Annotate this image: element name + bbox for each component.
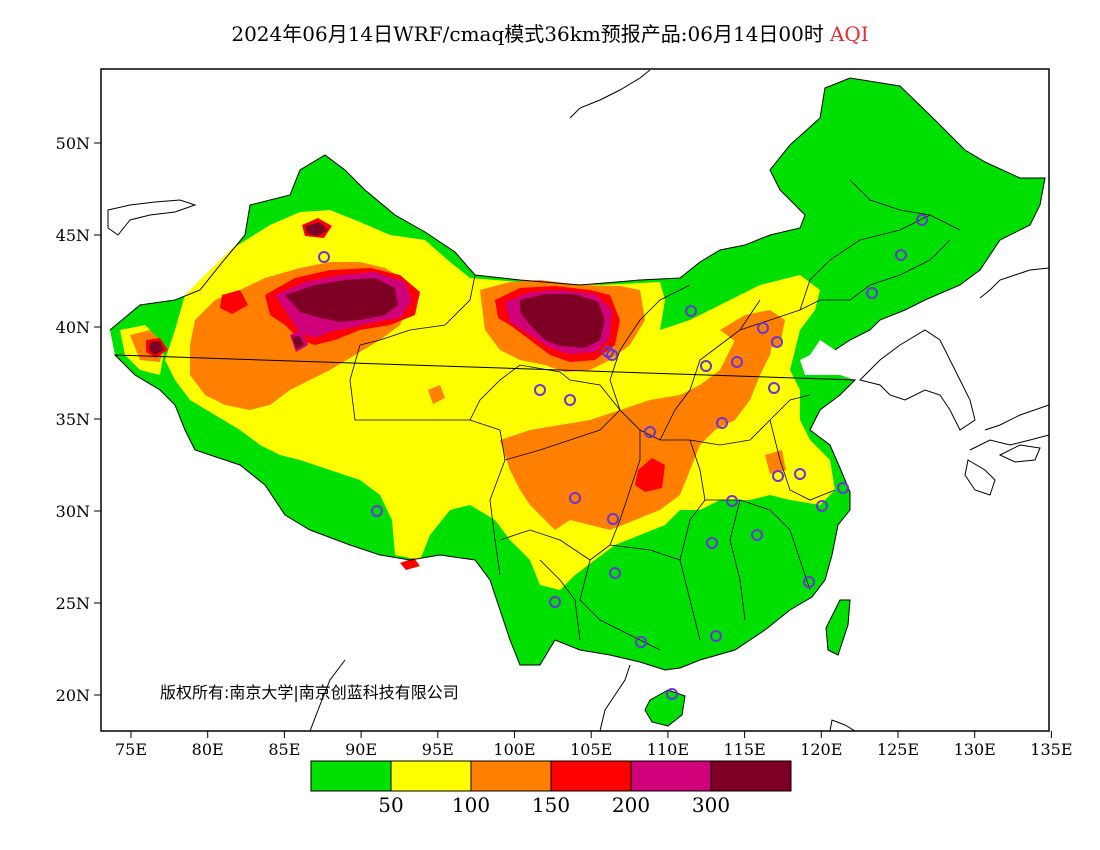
lat-tick-label: 20N bbox=[56, 686, 90, 705]
station-marker bbox=[837, 482, 849, 494]
aqi-region-hazardous-spot-b bbox=[149, 341, 164, 355]
station-marker bbox=[318, 251, 330, 263]
station-marker bbox=[534, 384, 546, 396]
province-boundaries bbox=[349, 179, 961, 651]
aqi-region-hazardous-innermongolia bbox=[520, 294, 605, 348]
lat-tick-label: 25N bbox=[56, 594, 90, 613]
aqi-region-hazardous-spot-c bbox=[292, 336, 304, 349]
aqi-region-hazardous-xinjiang bbox=[285, 278, 398, 322]
station-marker bbox=[706, 537, 718, 549]
station-marker bbox=[607, 513, 619, 525]
coastline-korea-japan bbox=[859, 267, 1049, 496]
station-marker bbox=[866, 287, 878, 299]
title-product: AQI bbox=[829, 22, 869, 46]
station-marker bbox=[772, 470, 784, 482]
lon-tick-label: 85E bbox=[268, 740, 300, 759]
lon-tick-label: 110E bbox=[647, 740, 689, 759]
station-marker bbox=[564, 394, 576, 406]
lon-tick-label: 90E bbox=[345, 740, 377, 759]
station-marker bbox=[609, 567, 621, 579]
station-marker bbox=[731, 356, 743, 368]
legend-swatch bbox=[310, 760, 392, 792]
aqi-region-moderate-tibet bbox=[355, 415, 505, 480]
copyright-text: 版权所有:南京大学|南京创蓝科技有限公司 bbox=[160, 683, 459, 702]
station-marker bbox=[757, 322, 769, 334]
station-marker bbox=[635, 636, 647, 648]
lon-tick-label: 95E bbox=[422, 740, 454, 759]
station-marker bbox=[371, 505, 383, 517]
aqi-field bbox=[107, 69, 1049, 731]
legend-swatch bbox=[470, 760, 552, 792]
legend-label: 300 bbox=[692, 793, 730, 817]
legend-label: 100 bbox=[452, 793, 490, 817]
lat-tick-label: 35N bbox=[56, 410, 90, 429]
station-marker bbox=[716, 417, 728, 429]
legend-label: 150 bbox=[532, 793, 570, 817]
lon-tick-label: 105E bbox=[570, 740, 612, 759]
longitude-axis: 75E 80E 85E 90E 95E 100E 105E 110E 115E 120E 125E 1… bbox=[115, 731, 1073, 759]
lon-tick-label: 75E bbox=[115, 740, 147, 759]
station-marker bbox=[794, 468, 806, 480]
station-marker bbox=[726, 495, 738, 507]
lon-tick-label: 135E bbox=[1030, 740, 1072, 759]
legend-label: 50 bbox=[378, 793, 403, 817]
lon-tick-label: 100E bbox=[493, 740, 535, 759]
station-marker bbox=[644, 426, 656, 438]
aqi-legend: 50 100 150 200 300 bbox=[310, 760, 792, 817]
station-marker bbox=[666, 688, 678, 700]
lon-tick-label: 80E bbox=[192, 740, 224, 759]
lon-tick-label: 130E bbox=[954, 740, 996, 759]
aqi-region-unhealthy-spot-d bbox=[400, 558, 420, 570]
station-marker bbox=[771, 336, 783, 348]
legend-swatch bbox=[630, 760, 712, 792]
title-text: 2024年06月14日WRF/cmaq模式36km预报产品:06月14日00时 bbox=[231, 22, 824, 46]
station-marker bbox=[751, 529, 763, 541]
station-markers bbox=[318, 214, 928, 700]
aqi-region-unhealthy-spot-b bbox=[220, 290, 248, 314]
lon-tick-label: 125E bbox=[877, 740, 919, 759]
lat-tick-label: 45N bbox=[56, 226, 90, 245]
lat-tick-label: 50N bbox=[56, 134, 90, 153]
map-title: 2024年06月14日WRF/cmaq模式36km预报产品:06月14日00时 A… bbox=[0, 18, 1100, 47]
station-marker bbox=[816, 500, 828, 512]
station-marker bbox=[803, 576, 815, 588]
taiwan-island bbox=[825, 599, 851, 656]
coastline-southeast-asia bbox=[309, 659, 856, 731]
latitude-axis: 50N 45N 40N 35N 30N 25N 20N bbox=[56, 134, 101, 705]
aqi-region-usg-spot-east bbox=[765, 450, 786, 474]
legend-swatch bbox=[390, 760, 472, 792]
station-marker bbox=[895, 249, 907, 261]
aqi-region-unhealthy-central bbox=[635, 458, 665, 492]
legend-label: 200 bbox=[612, 793, 650, 817]
lat-tick-label: 40N bbox=[56, 318, 90, 337]
station-marker bbox=[549, 596, 561, 608]
aqi-region-usg-central bbox=[500, 320, 775, 530]
station-marker bbox=[606, 349, 618, 361]
aqi-region-usg-spot-tibet bbox=[428, 385, 445, 404]
lon-tick-label: 120E bbox=[800, 740, 842, 759]
station-marker bbox=[710, 630, 722, 642]
legend-swatch bbox=[710, 760, 792, 792]
lat-tick-label: 30N bbox=[56, 502, 90, 521]
legend-swatch bbox=[550, 760, 632, 792]
map-frame bbox=[100, 68, 1050, 732]
station-marker bbox=[916, 214, 928, 226]
station-marker bbox=[569, 492, 581, 504]
station-marker bbox=[768, 382, 780, 394]
station-marker bbox=[700, 360, 712, 372]
coastline-russia-north bbox=[107, 69, 651, 236]
china-border bbox=[109, 77, 1046, 671]
station-marker bbox=[685, 305, 697, 317]
aqi-region-hazardous-spot-a bbox=[305, 222, 328, 236]
lon-tick-label: 115E bbox=[723, 740, 765, 759]
